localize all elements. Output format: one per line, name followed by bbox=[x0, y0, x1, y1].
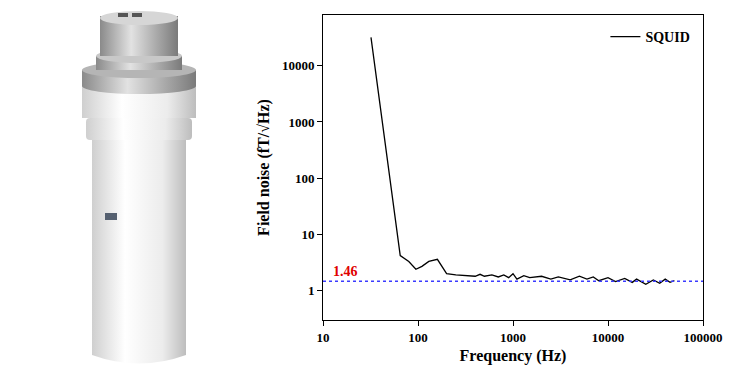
svg-text:100: 100 bbox=[295, 171, 315, 186]
svg-text:10000: 10000 bbox=[282, 58, 315, 73]
svg-text:100000: 100000 bbox=[684, 330, 723, 345]
svg-text:1000: 1000 bbox=[500, 330, 526, 345]
svg-text:Field noise (fT/√Hz): Field noise (fT/√Hz) bbox=[255, 99, 273, 236]
svg-text:SQUID: SQUID bbox=[645, 30, 689, 45]
svg-text:Frequency (Hz): Frequency (Hz) bbox=[460, 347, 567, 365]
svg-text:1000: 1000 bbox=[288, 115, 314, 130]
svg-text:1: 1 bbox=[308, 283, 315, 298]
svg-text:10: 10 bbox=[301, 227, 314, 242]
svg-text:1.46: 1.46 bbox=[333, 264, 358, 279]
svg-text:100: 100 bbox=[408, 330, 428, 345]
svg-text:10: 10 bbox=[317, 330, 330, 345]
svg-text:10000: 10000 bbox=[592, 330, 625, 345]
